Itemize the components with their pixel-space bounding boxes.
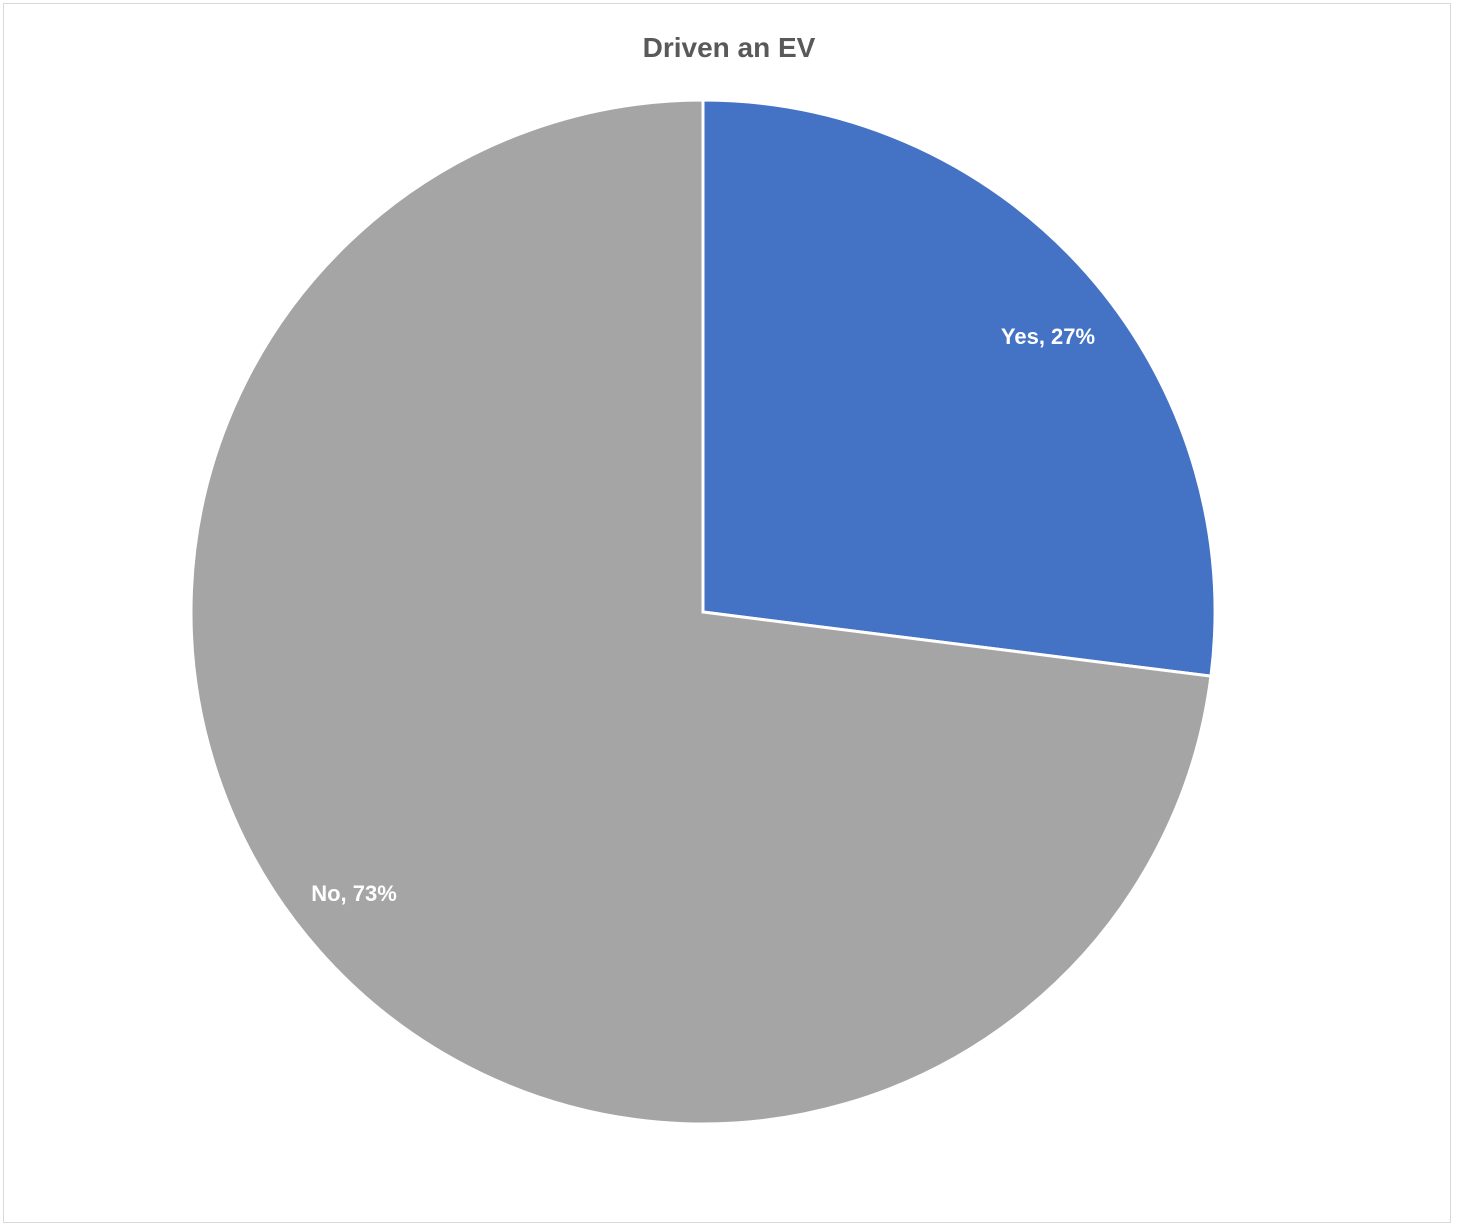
- pie-slices: [189, 98, 1217, 1126]
- pie-slice-no: [189, 98, 1213, 1126]
- data-label-no: No, 73%: [311, 881, 397, 906]
- chart-title: Driven an EV: [642, 32, 816, 63]
- data-label-yes: Yes, 27%: [1001, 324, 1095, 349]
- data-labels: Yes, 27% No, 73%: [311, 324, 1095, 906]
- pie-slice-yes: [701, 98, 1217, 678]
